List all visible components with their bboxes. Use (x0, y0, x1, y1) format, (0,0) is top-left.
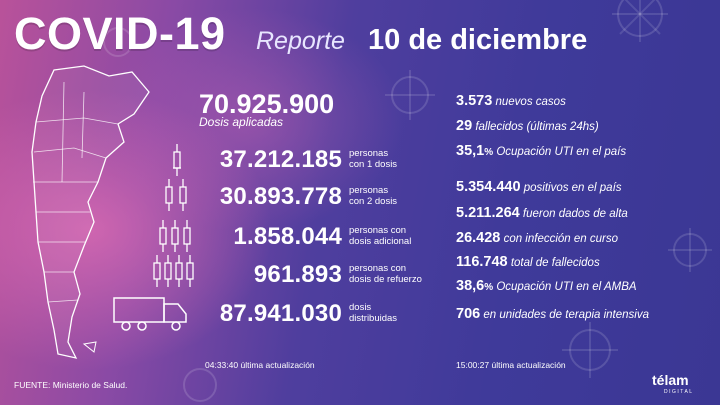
stat-new-cases: 3.573 nuevos casos (456, 93, 566, 109)
total-doses-value: 70.925.900 (199, 89, 335, 119)
stat-deaths-24h-value: 29 (456, 118, 473, 134)
stat-positives: 5.354.440 positivos en el país (456, 179, 622, 195)
vaccine-row-value-3: 1.858.044 (233, 223, 342, 250)
vaccine-updated: 04:33:40 última actualización (205, 360, 315, 370)
vaccine-row-label-3a: personas con (349, 225, 407, 236)
page-title: COVID-19 (14, 8, 226, 59)
stat-uti-country-pct: % (484, 147, 494, 158)
vaccine-row-label-5a: dosis (349, 302, 372, 313)
stat-active-value: 26.428 (456, 230, 501, 246)
vaccine-row-label-2: personas con 2 dosis (349, 185, 397, 207)
stat-positives-text: positivos en el país (523, 182, 622, 194)
vaccine-row-value-4: 961.893 (253, 261, 342, 288)
syringe-3-icon (159, 220, 191, 252)
stat-new-cases-text: nuevos casos (495, 96, 566, 108)
argentina-map-icon (31, 65, 150, 359)
stat-discharged-value: 5.211.264 (456, 205, 520, 221)
vaccine-row-label-1: personas con 1 dosis (349, 148, 397, 170)
stat-icu-value: 706 (456, 306, 481, 322)
stat-icu-text: en unidades de terapia intensiva (483, 309, 649, 321)
vaccine-row-value-2: 30.893.778 (219, 183, 342, 210)
stat-total-deaths-value: 116.748 (456, 254, 508, 270)
stat-uti-country: 35,1% Ocupación UTI en el país (456, 143, 626, 159)
stat-uti-country-text: Ocupación UTI en el país (496, 146, 627, 158)
stat-deaths-24h-text: fallecidos (últimas 24hs) (475, 121, 599, 133)
vaccine-row-label-4b: dosis de refuerzo (349, 274, 422, 285)
stat-total-deaths: 116.748 total de fallecidos (456, 254, 600, 270)
vaccine-row-label-3b: dosis adicional (349, 236, 412, 247)
stat-discharged-text: fueron dados de alta (522, 208, 628, 220)
report-date: 10 de diciembre (368, 24, 588, 56)
stat-discharged: 5.211.264 fueron dados de alta (456, 205, 628, 221)
stat-uti-amba-text: Ocupación UTI en el AMBA (496, 281, 637, 293)
stat-deaths-24h: 29 fallecidos (últimas 24hs) (456, 118, 599, 134)
telam-logo: télam (652, 372, 689, 388)
vaccine-row-label-1b: con 1 dosis (349, 159, 398, 170)
stat-positives-value: 5.354.440 (456, 179, 521, 195)
vaccine-row-label-1a: personas (349, 148, 389, 159)
syringe-4-icon (153, 255, 194, 287)
total-doses-label: Dosis aplicadas (199, 115, 284, 129)
truck-icon (113, 297, 187, 331)
telam-logo-sub: DIGITAL (664, 389, 694, 395)
vaccine-row-label-5: dosis distribuidas (349, 302, 397, 324)
stat-uti-amba: 38,6% Ocupación UTI en el AMBA (456, 278, 637, 294)
vaccine-row-label-5b: distribuidas (349, 313, 398, 324)
stat-active: 26.428 con infección en curso (456, 230, 618, 246)
stat-uti-amba-pct: % (484, 282, 494, 293)
vaccine-updated-label: última actualización (240, 360, 315, 370)
vaccine-row-label-2a: personas (349, 185, 389, 196)
vaccine-row-value-1: 37.212.185 (219, 146, 342, 173)
stat-icu: 706 en unidades de terapia intensiva (456, 306, 649, 322)
syringe-1-icon (173, 144, 181, 176)
cases-updated: 15:00:27 última actualización (456, 360, 566, 370)
vaccine-row-label-3: personas con dosis adicional (349, 225, 411, 247)
stat-new-cases-value: 3.573 (456, 93, 493, 109)
vaccine-row-label-4: personas con dosis de refuerzo (349, 263, 422, 285)
stat-uti-country-value: 35,1 (456, 143, 485, 159)
report-label: Reporte (256, 27, 345, 55)
source-note: FUENTE: Ministerio de Salud. (14, 380, 128, 390)
vaccine-row-label-4a: personas con (349, 263, 407, 274)
stat-uti-amba-value: 38,6 (456, 278, 485, 294)
cases-updated-time: 15:00:27 (456, 360, 490, 370)
cases-updated-label: última actualización (491, 360, 566, 370)
stat-active-text: con infección en curso (503, 233, 618, 245)
vaccine-updated-time: 04:33:40 (205, 360, 239, 370)
vaccine-row-label-2b: con 2 dosis (349, 196, 398, 207)
stat-total-deaths-text: total de fallecidos (510, 257, 600, 269)
syringe-2-icon (165, 179, 187, 211)
vaccine-row-value-5: 87.941.030 (219, 300, 342, 327)
